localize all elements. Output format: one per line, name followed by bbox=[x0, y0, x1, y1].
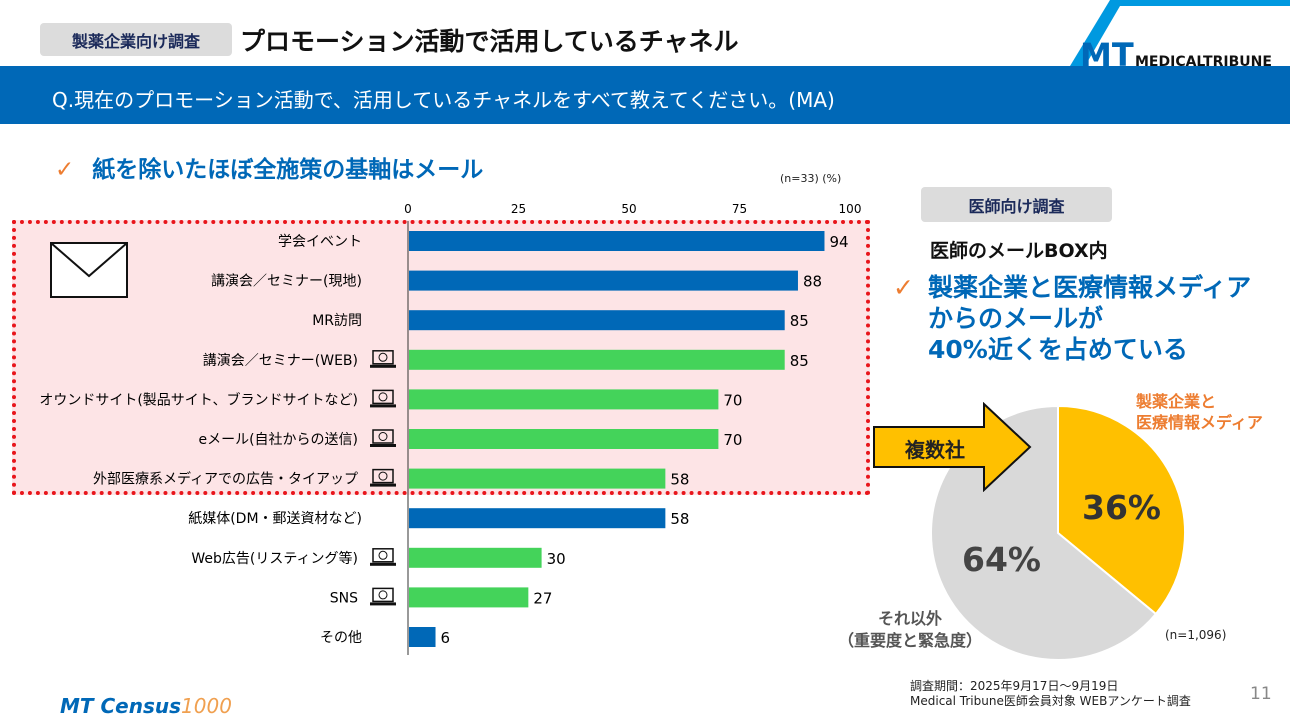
page-title: プロモーション活動で活用しているチャネル bbox=[240, 27, 739, 56]
category-label: eメール(自社からの送信) bbox=[198, 432, 358, 448]
bar bbox=[409, 389, 719, 410]
bar-chart: 0 25 50 75 100 94 学会イベント 88 講演会／セミナー(現地) 85 MR訪問 85… bbox=[39, 202, 862, 655]
bar bbox=[409, 270, 798, 291]
value-label: 88 bbox=[803, 273, 822, 291]
bar bbox=[409, 547, 542, 568]
category-label: その他 bbox=[320, 630, 362, 646]
doctor-survey-tag: 医師向け調査 bbox=[921, 187, 1112, 222]
right-subtitle: 医師のメールBOX内 bbox=[930, 240, 1108, 262]
value-label: 6 bbox=[441, 629, 451, 647]
arrow-label: 複数社 bbox=[905, 438, 965, 462]
category-label: 紙媒体(DM・郵送資材など) bbox=[188, 511, 362, 527]
category-label: 外部医療系メディアでの広告・タイアップ bbox=[93, 471, 358, 488]
pie-label-1: 製薬企業と 医療情報メディア bbox=[1136, 392, 1263, 432]
bar bbox=[409, 587, 529, 608]
check-icon: ✓ bbox=[893, 273, 914, 302]
value-label: 58 bbox=[670, 471, 689, 489]
arrow-shape bbox=[873, 402, 1032, 492]
right-headline-line: 40%近くを占めている bbox=[928, 335, 1188, 364]
value-label: 58 bbox=[670, 510, 689, 528]
bar bbox=[409, 310, 785, 331]
tick-label: 0 bbox=[404, 202, 412, 216]
right-headline: ✓ 製薬企業と医療情報メディア からのメールが 40%近くを占めている bbox=[893, 272, 1251, 365]
tick-label: 75 bbox=[732, 202, 747, 216]
survey-tag: 製薬企業向け調査 bbox=[40, 23, 232, 56]
value-label: 85 bbox=[790, 352, 809, 370]
laptop-icon bbox=[370, 389, 396, 408]
svg-text:MT: MT bbox=[1080, 36, 1134, 70]
bar bbox=[409, 468, 666, 489]
pie-slice bbox=[1057, 404, 1186, 616]
headline: ✓ 紙を除いたほぼ全施策の基軸はメール bbox=[55, 150, 483, 184]
category-label: 講演会／セミナー(現地) bbox=[211, 274, 362, 290]
pie-note: (n=1,096) bbox=[1165, 628, 1227, 642]
value-label: 70 bbox=[723, 431, 742, 449]
bar bbox=[409, 231, 825, 251]
chart-note: (n=33) (%) bbox=[780, 172, 842, 185]
pie-pct-1: 36% bbox=[1082, 488, 1161, 527]
question-bar: Q.現在のプロモーション活動で、活用しているチャネルをすべて教えてください。(M… bbox=[0, 66, 1290, 124]
bar bbox=[409, 429, 719, 449]
census-logo: MT Census1000 bbox=[60, 694, 232, 718]
value-label: 27 bbox=[533, 589, 552, 607]
right-headline-line: 製薬企業と医療情報メディア bbox=[928, 273, 1252, 302]
right-headline-line: からのメールが bbox=[928, 304, 1104, 333]
category-label: オウンドサイト(製品サイト、ブランドサイトなど) bbox=[39, 391, 358, 408]
bar bbox=[409, 508, 666, 529]
category-label: 学会イベント bbox=[278, 234, 362, 250]
footer-period: 調査期間：2025年9月17日～9月19日 Medical Tribune医師会員… bbox=[910, 679, 1191, 708]
laptop-icon bbox=[370, 350, 396, 368]
laptop-icon bbox=[370, 429, 396, 447]
value-label: 94 bbox=[829, 233, 848, 251]
envelope-icon bbox=[50, 242, 128, 298]
tick-label: 50 bbox=[621, 202, 636, 216]
pie-pct-2: 64% bbox=[962, 540, 1041, 579]
laptop-icon bbox=[370, 468, 396, 487]
category-label: 講演会／セミナー(WEB) bbox=[203, 353, 358, 369]
bar bbox=[409, 627, 436, 647]
pie-label-2: それ以外 （重要度と緊急度） bbox=[837, 609, 982, 650]
laptop-icon bbox=[370, 548, 396, 566]
category-label: Web広告(リスティング等) bbox=[191, 550, 358, 567]
value-label: 70 bbox=[723, 391, 742, 409]
page-number: 11 bbox=[1250, 684, 1272, 704]
laptop-icon bbox=[370, 587, 396, 606]
check-icon: ✓ bbox=[55, 157, 75, 183]
category-label: MR訪問 bbox=[312, 313, 362, 329]
tick-label: 100 bbox=[839, 202, 862, 216]
value-label: 85 bbox=[790, 312, 809, 330]
headline-text: 紙を除いたほぼ全施策の基軸はメール bbox=[92, 157, 484, 183]
bar bbox=[409, 349, 785, 370]
category-label: SNS bbox=[330, 590, 358, 606]
tick-label: 25 bbox=[511, 202, 526, 216]
value-label: 30 bbox=[547, 550, 566, 568]
brand-logo: MT MEDICALTRIBUNE bbox=[1070, 0, 1290, 70]
